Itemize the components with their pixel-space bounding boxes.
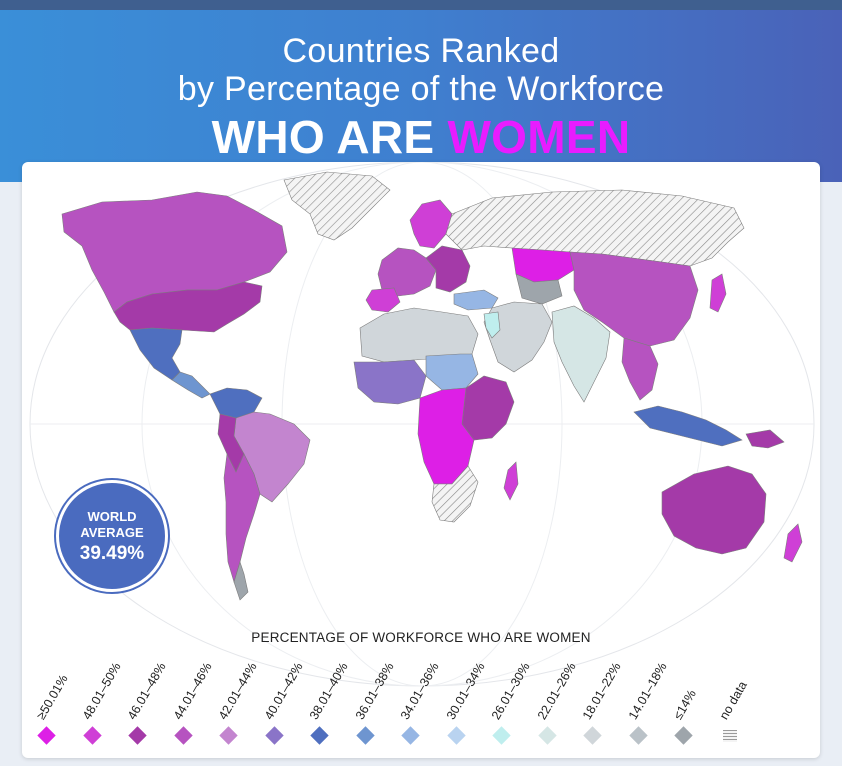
region-argentina-chile [223,452,261,584]
region-turkey [453,289,499,311]
legend-swatch [264,726,284,745]
title-line-1: Countries Ranked [282,32,560,70]
legend-item: 38.01–40% [307,658,353,748]
legend-item: 48.01–50% [79,658,126,748]
legend-item: ≤14% [671,658,717,748]
region-china-mongolia [569,251,699,347]
top-band [0,0,842,10]
legend-swatch [82,726,102,745]
legend-label: 36.01–38% [352,660,397,722]
legend-label: 34.01–36% [397,660,442,722]
legend-label: ≥50.01% [33,672,71,722]
region-central-america [171,371,211,399]
region-iberia [365,287,401,313]
region-new-zealand [783,523,803,563]
legend-label: 44.01–46% [170,660,215,722]
region-indonesia [633,405,743,447]
legend-item: 14.01–18% [625,658,672,748]
title-line-3: WHO ARE WOMEN [0,110,842,164]
legend-swatch [128,726,147,745]
legend-swatch [173,726,193,745]
legend-title: PERCENTAGE OF WORKFORCE WHO ARE WOMEN [251,630,591,645]
legend-item: 34.01–36% [398,658,444,748]
region-east-africa [461,375,515,441]
legend-swatch [492,726,511,745]
legend-label: 42.01–44% [215,660,260,722]
region-india [551,305,611,403]
legend-swatch [219,726,238,745]
legend-item: 42.01–44% [216,658,262,748]
region-western-europe [377,247,437,297]
legend-swatch [355,726,375,745]
region-central-asia [515,273,563,305]
legend-item: 44.01–46% [170,658,217,748]
legend-item: 40.01–42% [261,658,308,748]
legend-swatch-no-data [722,730,737,742]
legend-label: 38.01–40% [306,660,351,722]
region-australia [661,465,767,555]
header-banner: Countries Ranked by Percentage of the Wo… [0,10,842,182]
legend-label: 18.01–22% [579,660,624,722]
legend-label: 30.01–34% [443,660,488,722]
region-patagonia [233,561,249,601]
badge-value: 39.49% [79,543,145,564]
legend-label: 22.01–26% [534,660,579,722]
legend-label: 48.01–50% [79,660,124,722]
legend-item: ≥50.01% [34,658,80,748]
region-west-africa [353,359,427,405]
title-line-3-accent: WOMEN [447,111,631,163]
legend-item: 22.01–26% [534,658,581,748]
region-southern-africa [431,465,479,523]
region-arabian-peninsula [483,311,501,339]
legend-item: 18.01–22% [580,658,626,748]
legend-item: 26.01–30% [489,658,535,748]
legend-swatch [537,726,557,745]
region-middle-east [483,301,553,373]
badge-line-2: AVERAGE [80,525,144,540]
legend-item: 46.01–48% [125,658,171,748]
legend-swatch [583,726,602,745]
region-japan [709,273,727,313]
region-papua [745,429,785,449]
world-average-badge: WORLD AVERAGE 39.49% [56,480,168,592]
legend-swatch [310,726,329,745]
world-map [29,162,815,687]
region-eastern-europe [425,245,471,293]
region-madagascar [503,461,519,501]
legend-label: 26.01–30% [488,660,533,722]
legend-item: 30.01–34% [443,658,490,748]
legend-swatch [401,726,420,745]
legend-label: 40.01–42% [261,660,306,722]
region-mexico [129,327,183,381]
legend-item: no data [716,658,763,748]
legend-swatch [628,726,648,745]
legend-label: 46.01–48% [124,660,169,722]
region-north-africa [359,307,479,363]
legend-swatch [37,726,56,745]
region-scandinavia [409,199,453,249]
legend-item: 36.01–38% [352,658,399,748]
map-card: WORLD AVERAGE 39.49% PERCENTAGE OF WORKF… [22,162,820,758]
region-sahel [425,353,479,391]
title-line-2: by Percentage of the Workforce [177,70,665,108]
title-line-3-prefix: WHO ARE [211,111,448,163]
legend-swatch [446,726,466,745]
badge-line-1: WORLD [87,509,137,524]
region-south-east-asia [621,337,659,401]
legend-label: 14.01–18% [625,660,670,722]
region-greenland [283,171,391,241]
legend-swatch [674,726,693,745]
